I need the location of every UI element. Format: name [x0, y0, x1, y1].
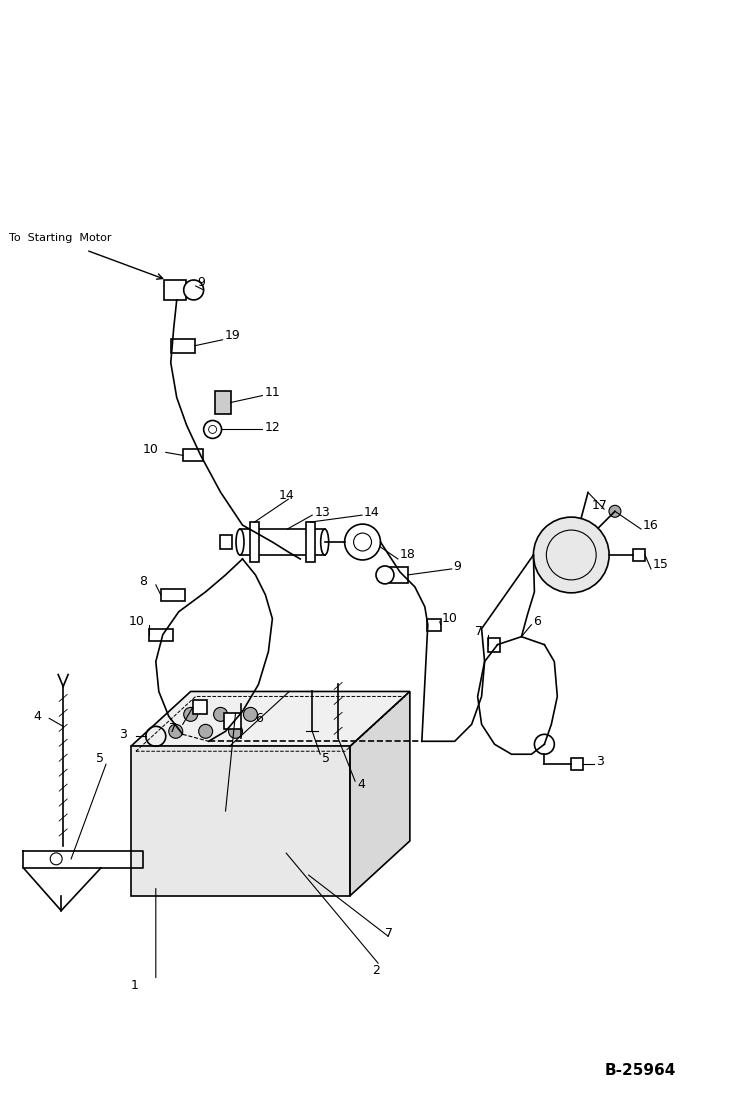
Text: 18: 18	[400, 548, 416, 562]
Text: 17: 17	[591, 499, 607, 511]
Text: 5: 5	[322, 751, 330, 765]
Text: 9: 9	[454, 561, 461, 574]
Text: 7: 7	[169, 722, 177, 735]
FancyBboxPatch shape	[164, 280, 186, 299]
Circle shape	[243, 708, 258, 722]
Circle shape	[213, 708, 228, 722]
Circle shape	[184, 280, 204, 299]
Text: 5: 5	[96, 751, 104, 765]
Circle shape	[376, 566, 394, 584]
FancyBboxPatch shape	[427, 619, 440, 631]
Text: 19: 19	[225, 329, 240, 342]
Circle shape	[609, 506, 621, 518]
FancyBboxPatch shape	[571, 758, 583, 770]
Circle shape	[184, 708, 198, 722]
Polygon shape	[131, 691, 410, 746]
FancyBboxPatch shape	[633, 548, 645, 561]
Text: 16: 16	[643, 519, 659, 532]
FancyBboxPatch shape	[183, 450, 203, 462]
Text: 13: 13	[315, 506, 330, 519]
Text: 7: 7	[475, 625, 482, 638]
FancyBboxPatch shape	[223, 713, 241, 730]
FancyBboxPatch shape	[215, 391, 231, 415]
Text: 4: 4	[33, 710, 41, 723]
Text: 3: 3	[596, 755, 604, 768]
Circle shape	[228, 724, 243, 738]
Text: 7: 7	[385, 927, 393, 940]
Text: 6: 6	[533, 615, 542, 629]
Ellipse shape	[321, 529, 329, 555]
Text: 2: 2	[372, 964, 380, 977]
Text: 8: 8	[139, 575, 147, 588]
Ellipse shape	[236, 529, 244, 555]
Circle shape	[198, 724, 213, 738]
FancyBboxPatch shape	[240, 529, 324, 555]
Circle shape	[169, 724, 183, 738]
Circle shape	[533, 517, 609, 592]
Text: 9: 9	[198, 276, 205, 290]
FancyBboxPatch shape	[390, 567, 408, 583]
FancyBboxPatch shape	[250, 522, 259, 562]
Text: 4: 4	[357, 778, 365, 791]
Text: B-25964: B-25964	[604, 1063, 676, 1077]
Text: 10: 10	[129, 615, 145, 629]
Text: 14: 14	[364, 506, 380, 519]
Text: 1: 1	[131, 979, 139, 992]
FancyBboxPatch shape	[220, 535, 232, 548]
FancyBboxPatch shape	[161, 589, 185, 601]
FancyBboxPatch shape	[171, 339, 195, 353]
Text: 11: 11	[264, 386, 280, 399]
Text: 3: 3	[119, 727, 127, 740]
FancyBboxPatch shape	[488, 637, 500, 652]
Text: 14: 14	[279, 488, 294, 501]
Polygon shape	[131, 746, 350, 896]
Text: 15: 15	[653, 558, 669, 572]
Text: 10: 10	[442, 612, 458, 625]
Text: To  Starting  Motor: To Starting Motor	[9, 234, 112, 244]
FancyBboxPatch shape	[306, 522, 315, 562]
Text: 6: 6	[255, 712, 264, 725]
FancyBboxPatch shape	[149, 629, 173, 641]
Text: 10: 10	[143, 443, 159, 456]
Text: 12: 12	[264, 421, 280, 434]
FancyBboxPatch shape	[192, 700, 207, 714]
Polygon shape	[350, 691, 410, 896]
